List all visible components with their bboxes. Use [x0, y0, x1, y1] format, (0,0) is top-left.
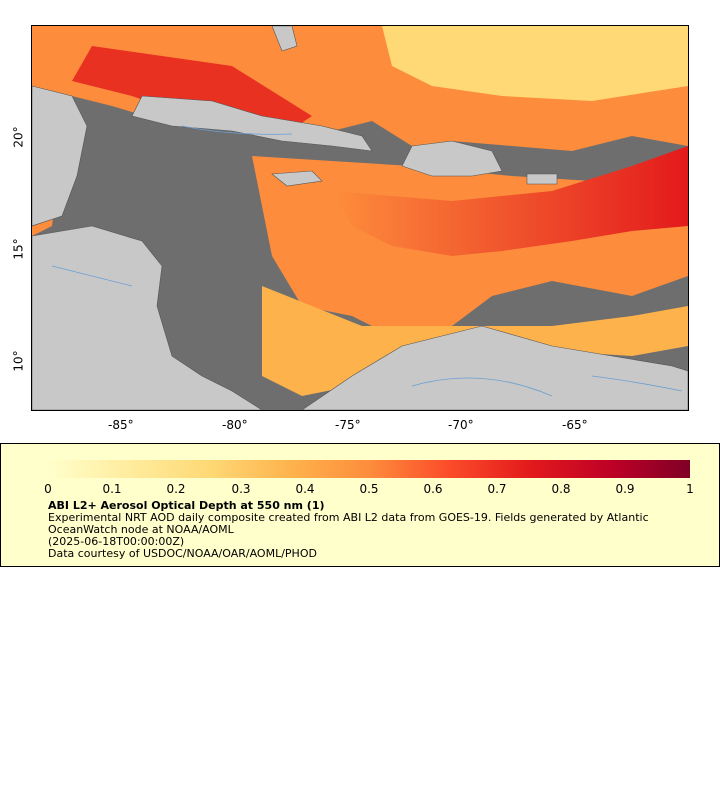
lon-tick-label: -70°: [448, 418, 474, 432]
aod-swath-dust-plume: [332, 146, 688, 256]
land-puerto-rico: [526, 173, 558, 185]
colorbar-tick-label: 0.6: [423, 482, 443, 496]
colorbar-tick-label: 0.5: [359, 482, 379, 496]
aod-swath-north-light: [382, 26, 688, 101]
colorbar-tick-label: 0.2: [166, 482, 186, 496]
legend-description: Experimental NRT AOD daily composite cre…: [48, 511, 649, 524]
river-path: [411, 377, 553, 397]
colorbar-tick-label: 0.1: [102, 482, 122, 496]
river-path: [51, 265, 133, 287]
legend-credit: Data courtesy of USDOC/NOAA/OAR/AOML/PHO…: [48, 547, 317, 560]
colorbar-tick-label: 0.8: [551, 482, 571, 496]
lon-tick-label: -75°: [335, 418, 361, 432]
colorbar-tick-label: 0.3: [231, 482, 251, 496]
colorbar-tick-label: 0.4: [295, 482, 315, 496]
lat-tick-label: 20°: [11, 126, 26, 148]
land-hispaniola: [401, 140, 503, 177]
colorbar-fill: [48, 460, 690, 478]
land-south-america: [301, 325, 688, 410]
land: [32, 26, 688, 410]
lat-tick-label: 15°: [11, 238, 26, 260]
colorbar-tick-label: 0.7: [487, 482, 507, 496]
lon-tick-label: -85°: [108, 418, 134, 432]
colorbar-tick-label: 1: [686, 482, 694, 496]
lat-tick-label: 10°: [11, 350, 26, 372]
aod-map[interactable]: [31, 25, 689, 411]
legend-date: (2025-06-18T00:00:00Z): [48, 535, 185, 548]
lon-tick-label: -65°: [562, 418, 588, 432]
land-jamaica: [271, 170, 323, 187]
land-yucatan: [32, 85, 88, 227]
colorbar: [48, 460, 690, 478]
land-cuba: [131, 95, 373, 152]
colorbar-tick-label: 0: [44, 482, 52, 496]
colorbar-tick-label: 0.9: [615, 482, 635, 496]
legend-text: ABI L2+ Aerosol Optical Depth at 550 nm …: [48, 500, 688, 560]
land-central-america: [32, 225, 263, 410]
legend-panel: 0 0.1 0.2 0.3 0.4 0.5 0.6 0.7 0.8 0.9 1 …: [0, 443, 720, 567]
legend-title: ABI L2+ Aerosol Optical Depth at 550 nm …: [48, 499, 325, 512]
rivers: [51, 125, 683, 397]
lon-tick-label: -80°: [222, 418, 248, 432]
land-florida-tip: [271, 26, 298, 52]
legend-description: OceanWatch node at NOAA/AOML: [48, 523, 234, 536]
river-path: [591, 375, 683, 392]
river-path: [181, 125, 293, 135]
